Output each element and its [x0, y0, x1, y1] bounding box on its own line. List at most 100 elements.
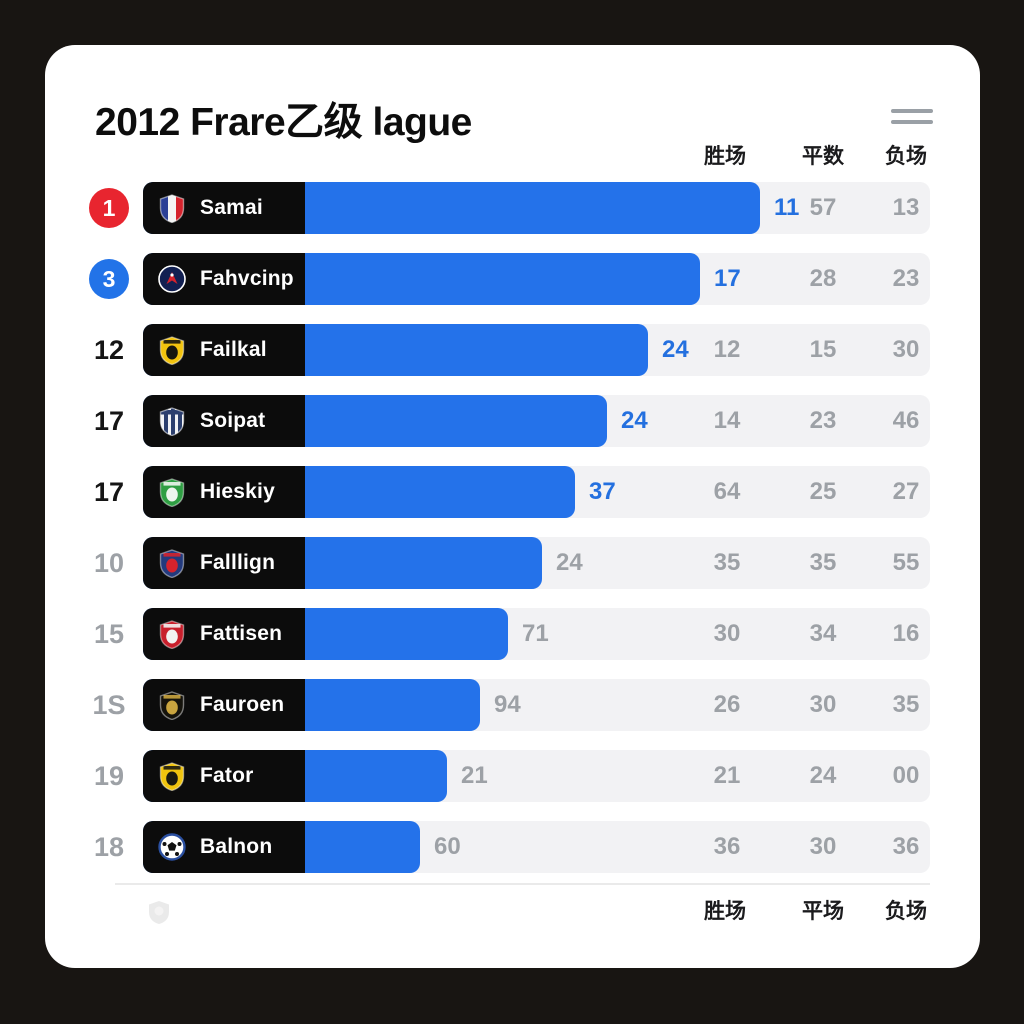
table-row: 17 Soipat 24 14 23 46 — [45, 395, 980, 447]
bar-track: Fahvcinp 17 28 23 — [143, 253, 930, 305]
team-badge soccer-ball-icon — [158, 833, 186, 861]
footer-label-draws: 平场 — [802, 900, 844, 923]
bar-value-label: 60 — [434, 833, 461, 860]
team-pill: Failkal — [143, 324, 305, 376]
team-badge crest-icon — [159, 620, 185, 649]
team-badge flag-shield-icon — [159, 194, 185, 223]
stat-value: 30 — [809, 833, 837, 860]
team-badge circle-crest-icon — [158, 265, 186, 293]
column-header-draws: 平数 — [802, 145, 844, 168]
team-pill: Fator — [143, 750, 305, 802]
stat-value: 15 — [809, 336, 837, 363]
team-pill: Fauroen — [143, 679, 305, 731]
table-row: 12 Failkal 24 12 15 30 — [45, 324, 980, 376]
team-name: Balnon — [200, 835, 273, 858]
rank-number: 12 — [93, 335, 125, 365]
team-badge crest-icon — [159, 478, 185, 507]
stat-value: 14 — [713, 407, 741, 434]
team-pill: Fattisen — [143, 608, 305, 660]
table-row: 17 Hieskiy 37 64 25 27 — [45, 466, 980, 518]
column-header-wins: 胜场 — [704, 145, 746, 168]
team-name: Samai — [200, 196, 263, 219]
stat-value: 23 — [892, 265, 920, 292]
footer-label-losses: 负场 — [885, 900, 927, 923]
stat-value: 46 — [892, 407, 920, 434]
team-name: Hieskiy — [200, 480, 275, 503]
stat-value: 35 — [892, 691, 920, 718]
team-pill: Fahvcinp — [143, 253, 305, 305]
page-title: 2012 Frare乙级 lague — [95, 101, 472, 144]
stat-value: 00 — [892, 762, 920, 789]
rank-number: 10 — [93, 548, 125, 578]
team-pill: Soipat — [143, 395, 305, 447]
stat-value: 64 — [713, 478, 741, 505]
table-row: 3 Fahvcinp 17 28 23 — [45, 253, 980, 305]
rank-number: 19 — [93, 761, 125, 791]
stat-value: 12 — [713, 336, 741, 363]
rank-number: 15 — [93, 619, 125, 649]
footer-label-wins: 胜场 — [704, 900, 746, 923]
stat-value: 30 — [713, 620, 741, 647]
bar-value-label: 11 — [774, 194, 800, 221]
stat-value: 28 — [809, 265, 837, 292]
rank-number: 17 — [93, 477, 125, 507]
stat-value: 13 — [892, 194, 920, 221]
rank-number: 17 — [93, 406, 125, 436]
rank-badge: 1 — [89, 188, 129, 228]
bar-track: Fator 21 21 24 00 — [143, 750, 930, 802]
table-row: 15 Fattisen 71 30 34 16 — [45, 608, 980, 660]
stat-value: 57 — [809, 194, 837, 221]
column-header-losses: 负场 — [885, 145, 927, 168]
bar-value-label: 37 — [589, 478, 616, 505]
table-row: 18 Balnon 60 36 30 36 — [45, 821, 980, 873]
table-row: 10 Falllign 24 35 35 55 — [45, 537, 980, 589]
bar-track: Fauroen 94 26 30 35 — [143, 679, 930, 731]
rank-badge: 3 — [89, 259, 129, 299]
bar-track: Balnon 60 36 30 36 — [143, 821, 930, 873]
stat-value: 27 — [892, 478, 920, 505]
stat-value: 25 — [809, 478, 837, 505]
league-table-card: 2012 Frare乙级 lague 胜场 平数 负场 1 Samai 11 5… — [45, 45, 980, 968]
team-pill: Falllign — [143, 537, 305, 589]
stat-value: 21 — [713, 762, 741, 789]
stat-value: 55 — [892, 549, 920, 576]
bar-value-label: 24 — [662, 336, 689, 363]
team-badge crest-icon — [159, 691, 185, 720]
stat-value: 26 — [713, 691, 741, 718]
team-pill: Balnon — [143, 821, 305, 873]
bar-value-label: 17 — [714, 265, 741, 292]
bar-value-label: 24 — [556, 549, 583, 576]
team-name: Fauroen — [200, 693, 285, 716]
team-badge crest-icon — [159, 549, 185, 578]
stat-value: 24 — [809, 762, 837, 789]
bar-value-label: 24 — [621, 407, 648, 434]
stat-value: 35 — [809, 549, 837, 576]
footer-divider — [115, 883, 930, 885]
menu-button[interactable] — [891, 109, 933, 131]
stat-value: 30 — [892, 336, 920, 363]
team-name: Fator — [200, 764, 254, 787]
team-badge crest-icon — [159, 336, 185, 365]
table-row: 1S Fauroen 94 26 30 35 — [45, 679, 980, 731]
stat-value: 35 — [713, 549, 741, 576]
team-name: Fahvcinp — [200, 267, 294, 290]
stat-value: 36 — [713, 833, 741, 860]
bar-value-label: 21 — [461, 762, 488, 789]
stat-value: 23 — [809, 407, 837, 434]
rank-number: 18 — [93, 832, 125, 862]
team-name: Failkal — [200, 338, 267, 361]
team-name: Falllign — [200, 551, 276, 574]
stat-value: 34 — [809, 620, 837, 647]
team-badge striped-crest-icon — [159, 407, 185, 436]
watermark-icon — [149, 901, 169, 924]
bar-track: Samai 11 57 13 — [143, 182, 930, 234]
bar-track: Hieskiy 37 64 25 27 — [143, 466, 930, 518]
table-row: 19 Fator 21 21 24 00 — [45, 750, 980, 802]
team-pill: Samai — [143, 182, 305, 234]
rank-number: 1S — [92, 690, 126, 720]
bar-track: Falllign 24 35 35 55 — [143, 537, 930, 589]
bar-track: Fattisen 71 30 34 16 — [143, 608, 930, 660]
table-row: 1 Samai 11 57 13 — [45, 182, 980, 234]
bar-value-label: 71 — [522, 620, 549, 647]
hamburger-icon — [891, 120, 933, 124]
